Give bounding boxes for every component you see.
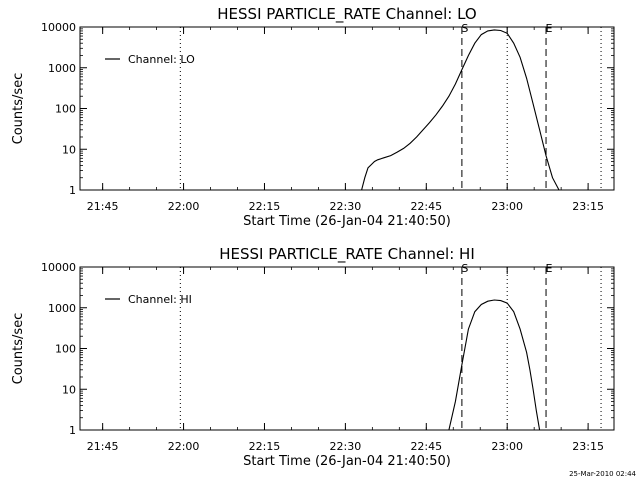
y-tick-label: 100 [55,343,76,356]
x-tick-label: 22:45 [410,200,442,213]
legend-label: Channel: HI [128,293,192,306]
y-tick-label: 10000 [41,21,76,34]
x-tick-label: 23:15 [572,200,604,213]
y-axis-label: Counts/sec [11,73,26,145]
y-tick-label: 100 [55,103,76,116]
x-tick-label: 23:15 [572,440,604,453]
y-tick-label: 10 [62,143,76,156]
plot-frame [79,266,615,431]
x-tick-label: 22:15 [249,200,281,213]
marker-label: E [546,262,553,275]
x-tick-label: 22:30 [330,440,362,453]
x-tick-label: 22:30 [330,200,362,213]
chart-title: HESSI PARTICLE_RATE Channel: LO [217,5,476,24]
y-tick-label: 1000 [48,62,76,75]
x-tick-label: 23:00 [491,200,523,213]
chart-panel-lo: HESSI PARTICLE_RATE Channel: LO 1 10 100 100… [11,5,615,229]
y-tick-label: 1000 [48,302,76,315]
chart-title: HESSI PARTICLE_RATE Channel: HI [219,245,475,264]
x-tick-label: 23:00 [491,440,523,453]
series-line [361,29,560,191]
x-axis-label: Start Time (26-Jan-04 21:40:50) [243,214,451,229]
x-tick-label: 22:45 [410,440,442,453]
x-tick-label: 22:00 [168,200,200,213]
x-tick-label: 22:15 [249,440,281,453]
y-tick-label: 1 [69,424,76,437]
x-tick-label: 21:45 [87,200,119,213]
marker-label: S [461,22,468,35]
y-axis-label: Counts/sec [11,313,26,385]
y-tick-label: 10 [62,383,76,396]
chart-panel-hi: HESSI PARTICLE_RATE Channel: HI 1 10 100 100… [11,245,615,469]
legend-label: Channel: LO [128,53,195,66]
x-tick-label: 22:00 [168,440,200,453]
footer-timestamp: 25-Mar-2010 02:44 [569,470,636,478]
y-tick-label: 1 [69,184,76,197]
series-line [448,299,541,431]
marker-label: E [546,22,553,35]
x-tick-label: 21:45 [87,440,119,453]
y-tick-label: 10000 [41,261,76,274]
x-axis-label: Start Time (26-Jan-04 21:40:50) [243,454,451,469]
marker-label: S [461,262,468,275]
